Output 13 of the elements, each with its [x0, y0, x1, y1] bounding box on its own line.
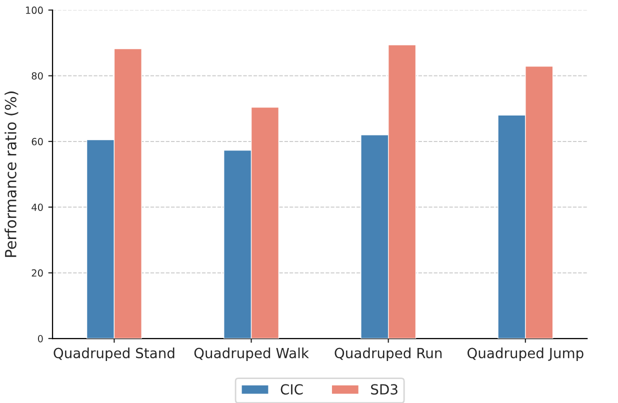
legend-label: SD3 — [371, 384, 398, 395]
y-tick-label: 60 — [32, 138, 43, 146]
y-tick-label: 20 — [32, 269, 43, 277]
x-tick-label: Quadruped Walk — [194, 348, 309, 361]
y-tick-label: 100 — [26, 6, 43, 14]
x-tick-label: Quadruped Jump — [467, 348, 584, 361]
legend-label: CIC — [280, 384, 303, 395]
x-tick-label: Quadruped Run — [334, 348, 442, 361]
y-tick-label: 0 — [38, 335, 43, 342]
x-tick-label: Quadruped Stand — [54, 348, 174, 361]
y-axis-title: Performance ratio (%) — [4, 92, 18, 257]
y-tick-label: 80 — [32, 72, 43, 80]
y-tick-label: 40 — [32, 204, 43, 211]
